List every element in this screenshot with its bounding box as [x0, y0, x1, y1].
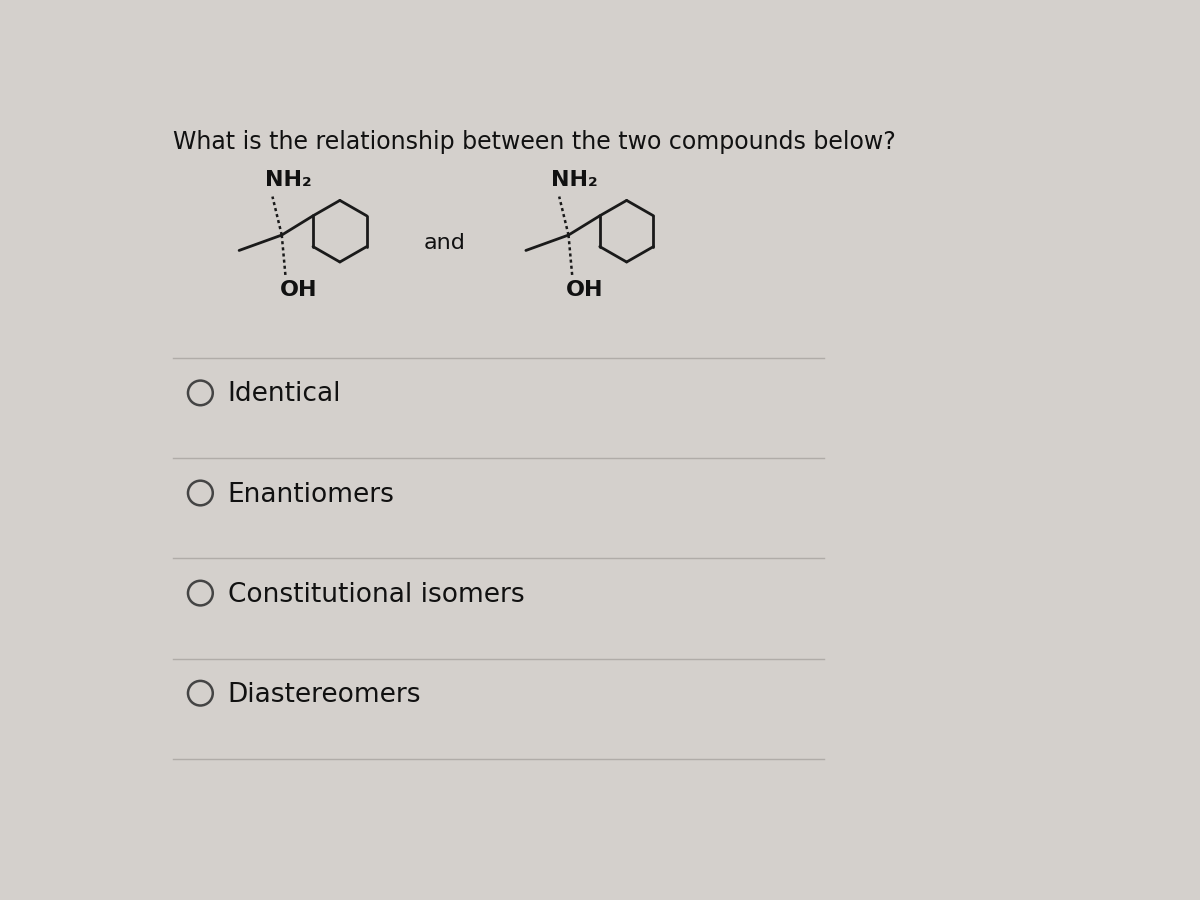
Text: OH: OH: [280, 280, 317, 300]
Text: What is the relationship between the two compounds below?: What is the relationship between the two…: [173, 130, 896, 154]
Text: Enantiomers: Enantiomers: [228, 482, 395, 508]
Text: NH₂: NH₂: [552, 170, 599, 191]
Text: and: and: [424, 233, 466, 253]
Text: OH: OH: [566, 280, 604, 300]
Text: Constitutional isomers: Constitutional isomers: [228, 581, 524, 608]
Text: Diastereomers: Diastereomers: [228, 681, 421, 707]
Text: Identical: Identical: [228, 382, 341, 408]
Text: NH₂: NH₂: [265, 170, 312, 191]
